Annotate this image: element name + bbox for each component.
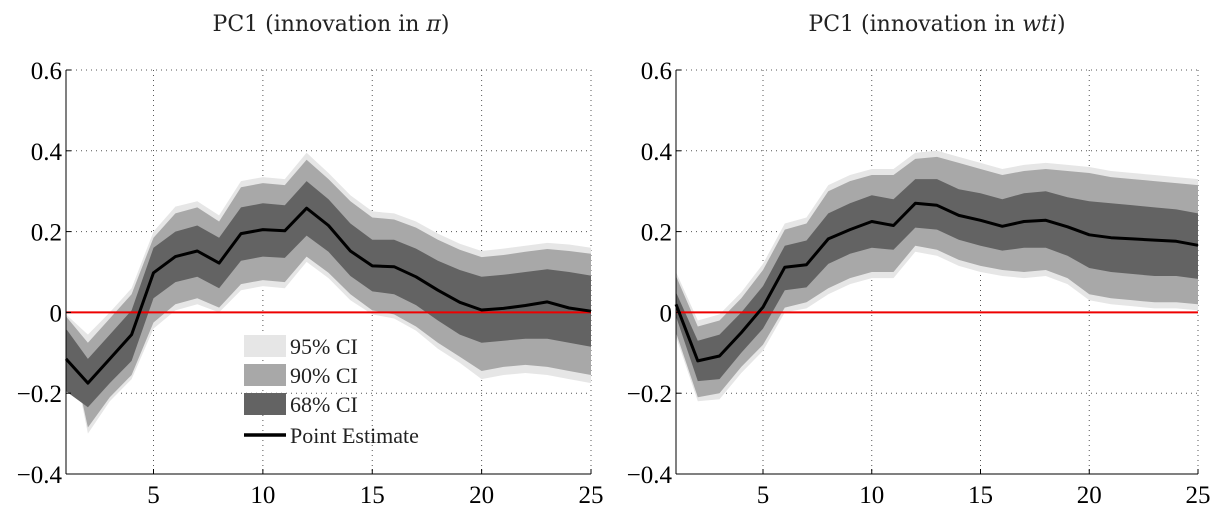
- chart-title-variable: wti: [1022, 12, 1057, 37]
- band-ci68: [66, 181, 591, 408]
- legend-label-ci68: 68% CI: [290, 392, 358, 417]
- chart-title: PC1 (innovation in wti): [808, 12, 1065, 37]
- chart-title-prefix: PC1 (innovation in: [808, 12, 1022, 37]
- y-tick-label: 0.6: [641, 58, 672, 85]
- chart-title-suffix: ): [1057, 12, 1066, 37]
- x-tick-label: 10: [250, 482, 275, 506]
- chart-title-prefix: PC1 (innovation in: [213, 12, 427, 37]
- y-tick-label: 0.6: [31, 58, 62, 85]
- legend-label-ci95: 95% CI: [290, 334, 358, 359]
- legend-swatch-ci90: [244, 364, 286, 386]
- legend: 95% CI 90% CI 68% CI Point Estimate: [244, 334, 419, 448]
- plot-area: 5 10 15 20 25 −0.4 −0.2 0 0.2 0.4 0.6: [627, 58, 1211, 506]
- legend-label-ci90: 90% CI: [290, 363, 358, 388]
- chart-panel-wti: PC1 (innovation in wti) 5 10 15 20 25 −0.4 −0.…: [609, 0, 1218, 506]
- x-tick-label: 25: [579, 482, 604, 506]
- x-tick-label: 25: [1186, 482, 1211, 506]
- chart-inflation-svg: PC1 (innovation in π) 5 10 15 20 25 −0.4 −0.2 0…: [17, 12, 604, 506]
- band-ci68: [676, 179, 1198, 382]
- y-tick-label: 0: [660, 300, 673, 327]
- y-tick-label: −0.2: [17, 381, 62, 408]
- chart-wti-svg: PC1 (innovation in wti) 5 10 15 20 25 −0.4 −0.…: [627, 12, 1211, 506]
- legend-swatch-ci95: [244, 335, 286, 357]
- y-tick-label: 0.2: [641, 220, 672, 247]
- y-tick-label: 0.4: [641, 139, 673, 166]
- chart-panel-inflation: PC1 (innovation in π) 5 10 15 20 25 −0.4 −0.2 0…: [17, 12, 604, 506]
- plot-area: 5 10 15 20 25 −0.4 −0.2 0 0.2 0.4 0.6: [17, 58, 604, 506]
- x-tick-label: 5: [757, 482, 770, 506]
- legend-swatch-ci68: [244, 393, 286, 415]
- point-estimate-line: [64, 206, 592, 385]
- legend-label-estimate: Point Estimate: [290, 423, 419, 448]
- y-tick-label: 0.2: [31, 220, 62, 247]
- y-tick-label: −0.2: [627, 381, 672, 408]
- point-estimate-line: [674, 201, 1199, 363]
- chart-title-suffix: ): [441, 12, 450, 37]
- chart-title-variable: π: [425, 12, 441, 37]
- x-tick-label: 20: [469, 482, 494, 506]
- x-tick-label: 15: [360, 482, 385, 506]
- chart-title: PC1 (innovation in π): [213, 12, 450, 37]
- y-tick-label: 0.4: [31, 139, 63, 166]
- y-tick-label: 0: [50, 300, 63, 327]
- y-tick-label: −0.4: [627, 462, 673, 489]
- y-tick-label: −0.4: [17, 462, 63, 489]
- x-tick-label: 20: [1077, 482, 1102, 506]
- x-tick-label: 10: [859, 482, 884, 506]
- x-tick-label: 15: [968, 482, 993, 506]
- x-tick-label: 5: [147, 482, 160, 506]
